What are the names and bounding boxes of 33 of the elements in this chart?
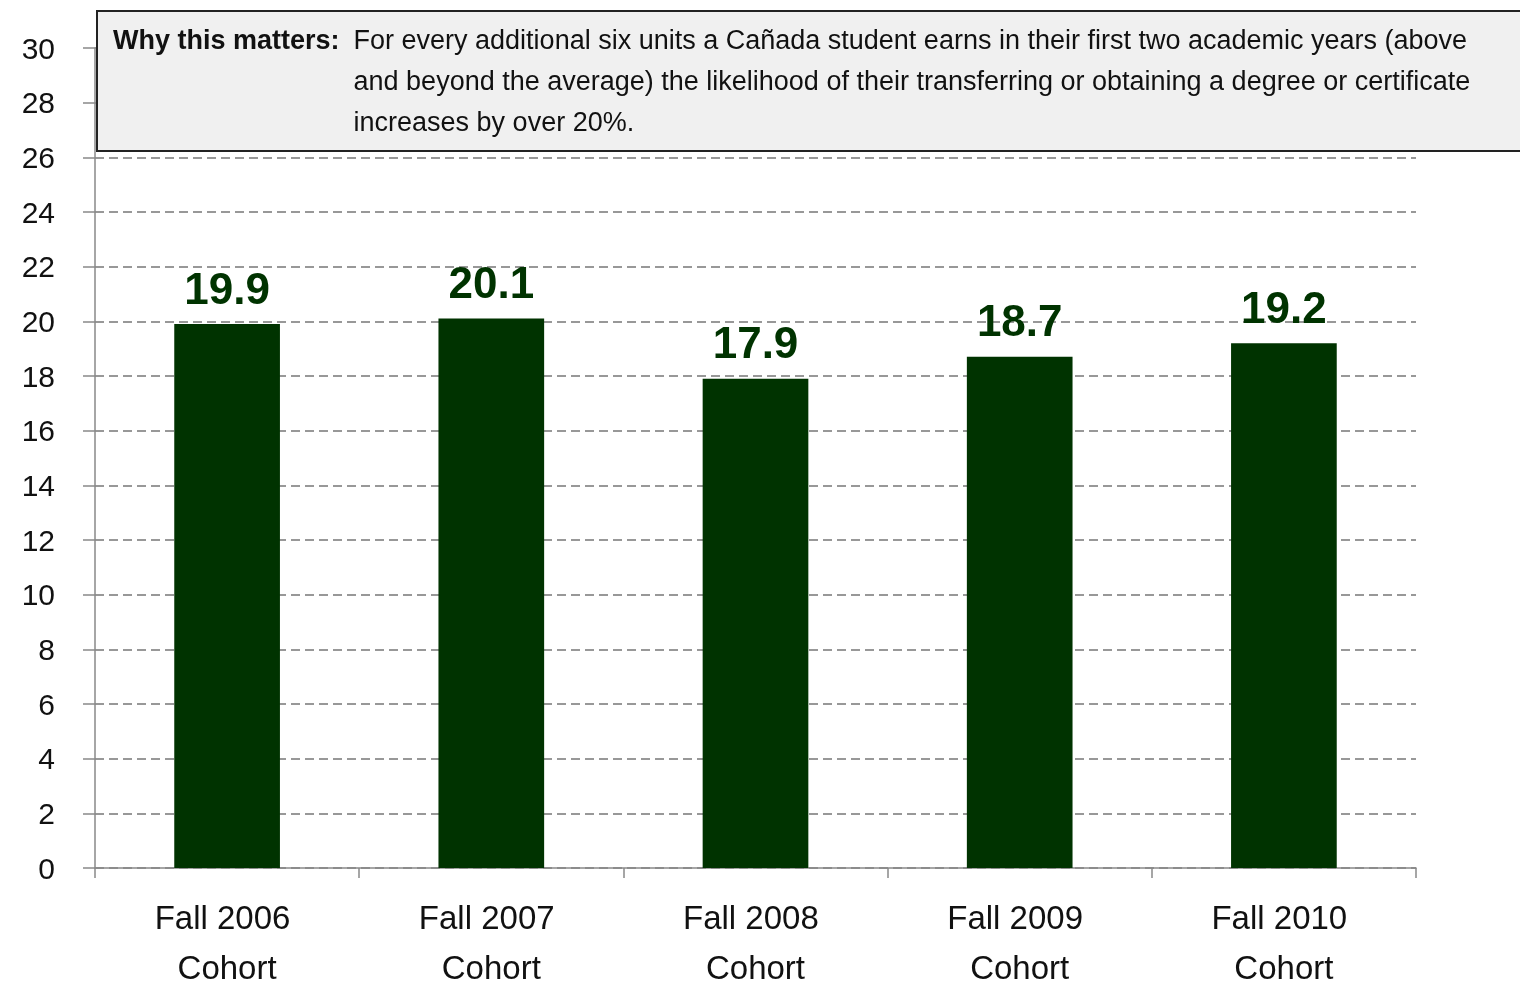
y-tick-label: 26	[21, 140, 55, 174]
y-tick-label: 14	[21, 468, 55, 502]
y-tick-label: 8	[38, 632, 55, 666]
y-tick-label: 20	[21, 304, 55, 338]
x-tick-label: Fall 2010 Cohort	[1211, 898, 1357, 986]
bar	[174, 324, 280, 868]
y-tick-label: 30	[21, 31, 55, 65]
bar	[438, 318, 545, 868]
y-tick-label: 22	[21, 250, 55, 284]
data-label: 20.1	[448, 258, 535, 308]
y-tick-label: 28	[21, 86, 55, 120]
x-tick-label: Fall 2007 Cohort	[418, 898, 564, 986]
data-label: 19.9	[184, 263, 270, 313]
y-tick-label: 0	[38, 851, 55, 885]
y-tick-label: 24	[21, 195, 55, 229]
y-tick-label: 18	[21, 359, 55, 393]
x-tick-label: Fall 2006 Cohort	[154, 898, 300, 986]
data-label: 19.2	[1241, 282, 1327, 332]
bar	[702, 378, 809, 868]
x-tick-label: Fall 2008 Cohort	[683, 898, 828, 986]
data-label: 17.9	[712, 318, 799, 368]
y-tick-label: 6	[38, 687, 55, 721]
annotation: Why this matters:	[113, 24, 340, 57]
y-tick-label: 12	[21, 523, 55, 557]
data-label: 18.7	[976, 296, 1063, 346]
y-tick-label: 16	[21, 414, 55, 448]
bar	[1231, 343, 1337, 868]
y-tick-label: 10	[21, 578, 55, 612]
annotation: For every additional six units a Cañada student earns in their first two academic years (above and beyond the average) the likelihood of their transferring or obtaining a degree or certificate increases by over 20%.	[353, 24, 1472, 139]
y-tick-label: 2	[38, 796, 55, 830]
bar	[966, 356, 1073, 868]
y-tick-label: 4	[38, 742, 55, 776]
x-tick-label: Fall 2009 Cohort	[947, 898, 1093, 986]
